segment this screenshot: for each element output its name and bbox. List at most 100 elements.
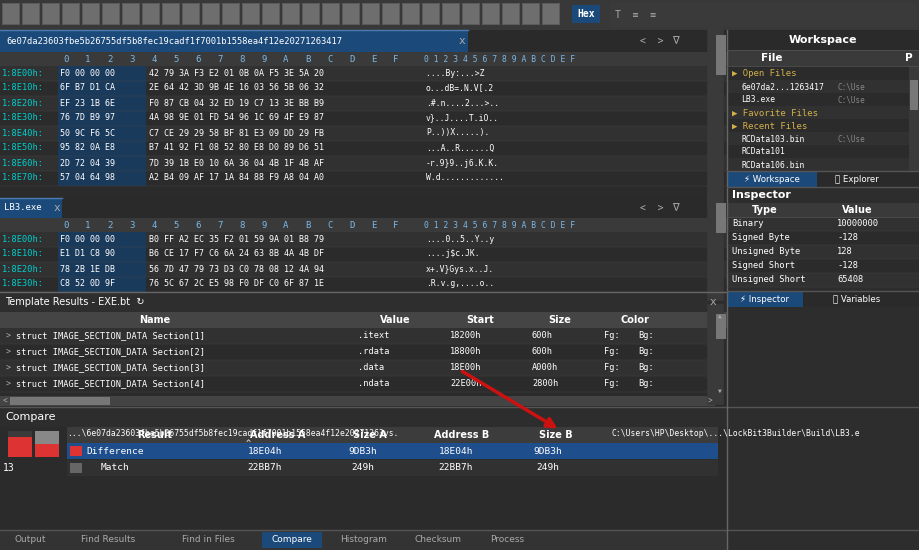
Bar: [0, 126, 727, 141]
Text: Workspace: Workspace: [789, 35, 857, 45]
Bar: [0, 232, 727, 247]
Bar: [262, 3, 280, 25]
Bar: [222, 3, 240, 25]
Text: ▲: ▲: [718, 314, 722, 318]
Text: .ndata: .ndata: [358, 379, 390, 388]
Bar: [303, 4, 319, 24]
Text: 📂 Explorer: 📂 Explorer: [835, 174, 879, 184]
Text: 📊 Variables: 📊 Variables: [834, 294, 880, 304]
Bar: [402, 3, 420, 25]
Bar: [727, 145, 919, 158]
Bar: [727, 187, 919, 203]
Bar: [0, 262, 727, 277]
Text: 76 5C 67 2C E5 98 F0 DF C0 6F 87 1E: 76 5C 67 2C E5 98 F0 DF C0 6F 87 1E: [149, 279, 324, 289]
Bar: [58, 277, 146, 292]
Bar: [323, 4, 339, 24]
Bar: [463, 4, 479, 24]
Bar: [716, 203, 726, 233]
Text: B: B: [305, 221, 311, 229]
Text: 95 82 0A E8: 95 82 0A E8: [60, 144, 115, 152]
Text: C:\Use: C:\Use: [837, 135, 865, 144]
Text: F0 00 00 00: F0 00 00 00: [60, 69, 115, 78]
Text: F0 87 CB 04 32 ED 19 C7 13 3E BB B9: F0 87 CB 04 32 ED 19 C7 13 3E BB B9: [149, 98, 324, 107]
Text: 2800h: 2800h: [532, 379, 558, 388]
Bar: [716, 314, 726, 339]
Text: Compare: Compare: [271, 536, 312, 544]
Text: Size A: Size A: [353, 430, 387, 440]
Text: 1:8E30h:: 1:8E30h:: [2, 279, 44, 289]
Text: 57 04 64 98: 57 04 64 98: [60, 173, 115, 183]
Text: Checksum: Checksum: [414, 536, 461, 544]
Text: 18E04h: 18E04h: [438, 447, 473, 455]
Text: 6e07da23603fbe5b26755df5b8fec19cadf1f7001b1558ea4f12e20271263417: 6e07da23603fbe5b26755df5b8fec19cadf1f700…: [6, 36, 342, 46]
Text: v}..J....T.iO..: v}..J....T.iO..: [426, 113, 499, 123]
Text: 1:8E40h:: 1:8E40h:: [2, 129, 44, 138]
Text: Size B: Size B: [539, 430, 573, 440]
Bar: [282, 3, 300, 25]
Text: 5: 5: [174, 54, 178, 63]
Text: Result: Result: [138, 430, 173, 440]
Text: Start: Start: [466, 315, 494, 325]
Bar: [58, 156, 146, 171]
Bar: [0, 312, 727, 328]
Bar: [302, 3, 320, 25]
Text: 1:8E00h:: 1:8E00h:: [2, 234, 44, 244]
Text: B7 41 92 F1 08 52 80 E8 D0 89 D6 51: B7 41 92 F1 08 52 80 E8 D0 89 D6 51: [149, 144, 324, 152]
Text: 7: 7: [217, 54, 222, 63]
Text: RCData106.bin: RCData106.bin: [741, 161, 804, 169]
Text: 42 79 3A F3 E2 01 0B 0A F5 3E 5A 20: 42 79 3A F3 E2 01 0B 0A F5 3E 5A 20: [149, 69, 324, 78]
Bar: [0, 277, 727, 292]
Bar: [383, 4, 399, 24]
Text: 0: 0: [63, 221, 69, 229]
Bar: [0, 171, 727, 186]
Text: 0 1 2 3 4 5 6 7 8 9 A B C D E F: 0 1 2 3 4 5 6 7 8 9 A B C D E F: [424, 54, 575, 63]
Text: 249h: 249h: [351, 464, 375, 472]
Text: A000h: A000h: [532, 364, 558, 372]
Text: 600h: 600h: [532, 348, 553, 356]
Text: 3: 3: [130, 54, 135, 63]
Text: 128: 128: [837, 248, 853, 256]
Text: struct IMAGE_SECTION_DATA Section[3]: struct IMAGE_SECTION_DATA Section[3]: [16, 364, 205, 372]
Bar: [727, 80, 919, 93]
Text: E: E: [371, 221, 377, 229]
Text: 50 9C F6 5C: 50 9C F6 5C: [60, 129, 115, 138]
Bar: [462, 3, 480, 25]
Bar: [242, 3, 260, 25]
Text: 9DB3h: 9DB3h: [534, 447, 562, 455]
Text: Find Results: Find Results: [81, 536, 135, 544]
Bar: [727, 132, 919, 145]
Bar: [82, 3, 100, 25]
Text: C8 52 0D 9F: C8 52 0D 9F: [60, 279, 115, 289]
Bar: [58, 247, 146, 262]
Text: x: x: [53, 203, 61, 213]
Text: LB3.exe: LB3.exe: [741, 96, 775, 104]
Text: C:\Users\HP\Desktop\...\LockBit3Builder\Build\LB3.e: C:\Users\HP\Desktop\...\LockBit3Builder\…: [612, 428, 860, 437]
Bar: [123, 4, 139, 24]
Text: Address B: Address B: [435, 430, 490, 440]
Text: .rdata: .rdata: [358, 348, 390, 356]
Bar: [727, 50, 919, 66]
Text: ▶ Open Files: ▶ Open Files: [732, 69, 797, 78]
Bar: [716, 35, 726, 75]
Text: ▶ Recent Files: ▶ Recent Files: [732, 122, 807, 130]
Bar: [70, 446, 82, 456]
Bar: [0, 30, 468, 52]
Text: <: <: [3, 397, 7, 405]
Bar: [8, 437, 32, 447]
Text: D: D: [349, 54, 355, 63]
Bar: [202, 3, 220, 25]
Bar: [58, 66, 146, 81]
Text: ∇: ∇: [672, 36, 679, 46]
Text: ...A..R......Q: ...A..R......Q: [426, 144, 494, 152]
Text: ▼: ▼: [718, 388, 722, 393]
Text: ...\6e07da23603fbe5b26755df5b8fec19cadf1f7001b1558ea4f12e20271263vs.: ...\6e07da23603fbe5b26755df5b8fec19cadf1…: [67, 428, 399, 437]
Bar: [0, 530, 919, 550]
Text: 6: 6: [196, 221, 200, 229]
Text: 56 7D 47 79 73 D3 C0 78 08 12 4A 94: 56 7D 47 79 73 D3 C0 78 08 12 4A 94: [149, 265, 324, 273]
Text: 18E04h: 18E04h: [248, 447, 282, 455]
Text: Value: Value: [380, 315, 410, 325]
Text: Color: Color: [620, 315, 650, 325]
Bar: [103, 4, 119, 24]
Bar: [243, 4, 259, 24]
Text: F: F: [393, 221, 399, 229]
